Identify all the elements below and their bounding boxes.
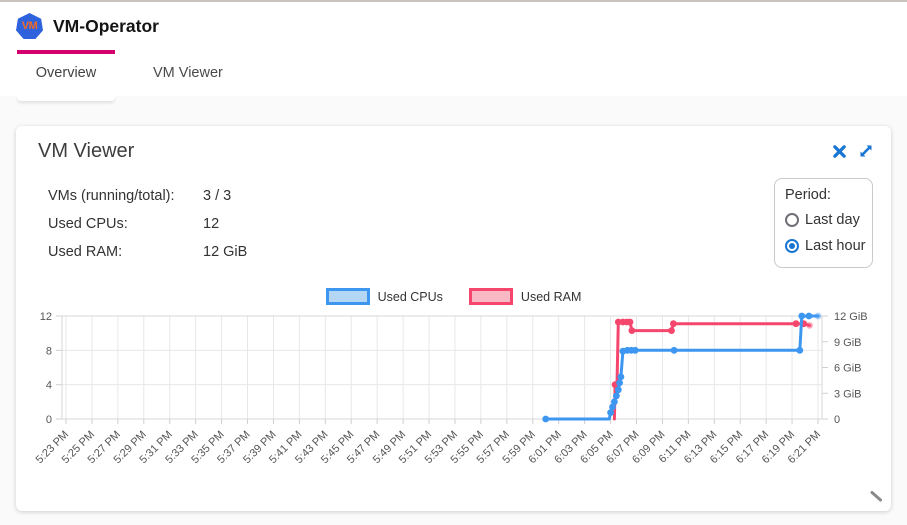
legend-label: Used RAM (520, 289, 582, 304)
right-axis-labels: 0 3 GiB 6 GiB 9 GiB 12 GiB (834, 311, 868, 426)
stat-label: Used CPUs: (48, 216, 128, 232)
vm-viewer-card: VM Viewer VMs (running/total): 3 / 3 Use… (16, 126, 891, 511)
stat-value: 12 GiB (203, 244, 248, 260)
tab-vm-viewer[interactable]: VM Viewer (115, 50, 261, 96)
radio-option-label: Last day (805, 212, 860, 228)
app-title: VM-Operator (53, 15, 159, 36)
left-axis-labels: 0 4 8 12 (40, 311, 52, 426)
svg-text:9 GiB: 9 GiB (834, 337, 862, 349)
svg-text:0: 0 (834, 414, 840, 426)
legend-swatch-icon (468, 288, 513, 305)
used-cpus-point (805, 312, 813, 320)
stat-row-cpus: Used CPUs: 12 (48, 210, 247, 238)
x-axis-labels: 5:23 PM5:25 PM5:27 PM5:29 PM5:31 PM5:33 … (34, 429, 823, 466)
stat-value: 12 (203, 216, 220, 232)
resize-handle-icon[interactable] (868, 488, 884, 504)
expand-icon (860, 145, 872, 157)
used-cpus-point (613, 392, 620, 400)
app-logo-text: VM (21, 20, 38, 32)
used-cpus-point (542, 415, 550, 423)
period-label: Period: (785, 187, 831, 203)
close-button[interactable] (830, 142, 848, 160)
vm-stats: VMs (running/total): 3 / 3 Used CPUs: 12… (48, 182, 247, 266)
radio-last-day[interactable]: Last day (785, 207, 862, 233)
stat-value: 3 / 3 (203, 188, 232, 204)
top-border-strip (0, 0, 907, 2)
radio-last-hour[interactable]: Last hour (785, 233, 866, 259)
used-cpus-point (814, 312, 822, 320)
svg-text:12 GiB: 12 GiB (834, 311, 868, 323)
svg-text:0: 0 (46, 414, 52, 426)
legend-item[interactable]: Used CPUs (325, 288, 443, 305)
stat-label: Used RAM: (48, 244, 123, 260)
used-ram-point (670, 320, 677, 328)
used-cpus-point (616, 379, 623, 387)
tab-bar: Overview VM Viewer (0, 50, 907, 101)
expand-button[interactable] (857, 142, 875, 160)
chart-grid (56, 315, 828, 424)
used-cpus-point (798, 312, 806, 320)
card-actions (830, 142, 875, 160)
active-tab-indicator (17, 50, 115, 54)
used-cpus-point (617, 373, 625, 381)
usage-chart-area: 0 4 8 12 0 3 GiB 6 GiB 9 GiB 12 GiB 5:23 PM 5:25 P… (30, 304, 890, 504)
stat-row-vms: VMs (running/total): 3 / 3 (48, 182, 247, 210)
used-cpus-series (542, 312, 822, 423)
legend-swatch-icon (325, 288, 370, 305)
used-cpus-point (631, 346, 639, 354)
used-ram-line (612, 320, 812, 421)
tab-overview[interactable]: Overview (17, 50, 115, 96)
active-tab-foot (17, 96, 115, 101)
period-selector: Period: Last day Last hour (774, 178, 873, 268)
radio-checked-icon[interactable] (785, 239, 799, 253)
app-header: VM VM-Operator (0, 2, 907, 50)
radio-option-label: Last hour (805, 238, 866, 254)
used-ram-point (626, 318, 634, 326)
used-cpus-point (670, 346, 678, 354)
used-cpus-line (544, 314, 820, 421)
card-title: VM Viewer (38, 140, 135, 162)
radio-unchecked-icon[interactable] (785, 213, 799, 227)
svg-text:8: 8 (46, 345, 52, 357)
legend-item[interactable]: Used RAM (468, 288, 582, 305)
used-cpus-point (607, 409, 614, 416)
svg-text:4: 4 (46, 380, 52, 392)
stat-label: VMs (running/total): (48, 188, 175, 204)
svg-text:12: 12 (40, 311, 52, 323)
used-cpus-point (609, 403, 616, 411)
stat-row-ram: Used RAM: 12 GiB (48, 238, 247, 266)
used-ram-point (628, 327, 636, 334)
close-icon (832, 144, 846, 158)
usage-chart: 0 4 8 12 0 3 GiB 6 GiB 9 GiB 12 GiB 5:23 PM5:25 P… (34, 311, 868, 466)
svg-text:6 GiB: 6 GiB (834, 363, 862, 375)
used-cpus-point (796, 346, 804, 354)
used-ram-series (611, 318, 813, 421)
chart-legend: Used CPUs Used RAM (16, 288, 891, 305)
svg-text:3 GiB: 3 GiB (834, 388, 862, 400)
app-logo-icon: VM (16, 13, 43, 39)
used-cpus-point (614, 386, 622, 394)
legend-label: Used CPUs (377, 289, 443, 304)
used-ram-point (792, 320, 800, 328)
used-ram-point (806, 322, 813, 329)
used-ram-point (668, 327, 675, 334)
used-cpus-point (611, 398, 618, 406)
